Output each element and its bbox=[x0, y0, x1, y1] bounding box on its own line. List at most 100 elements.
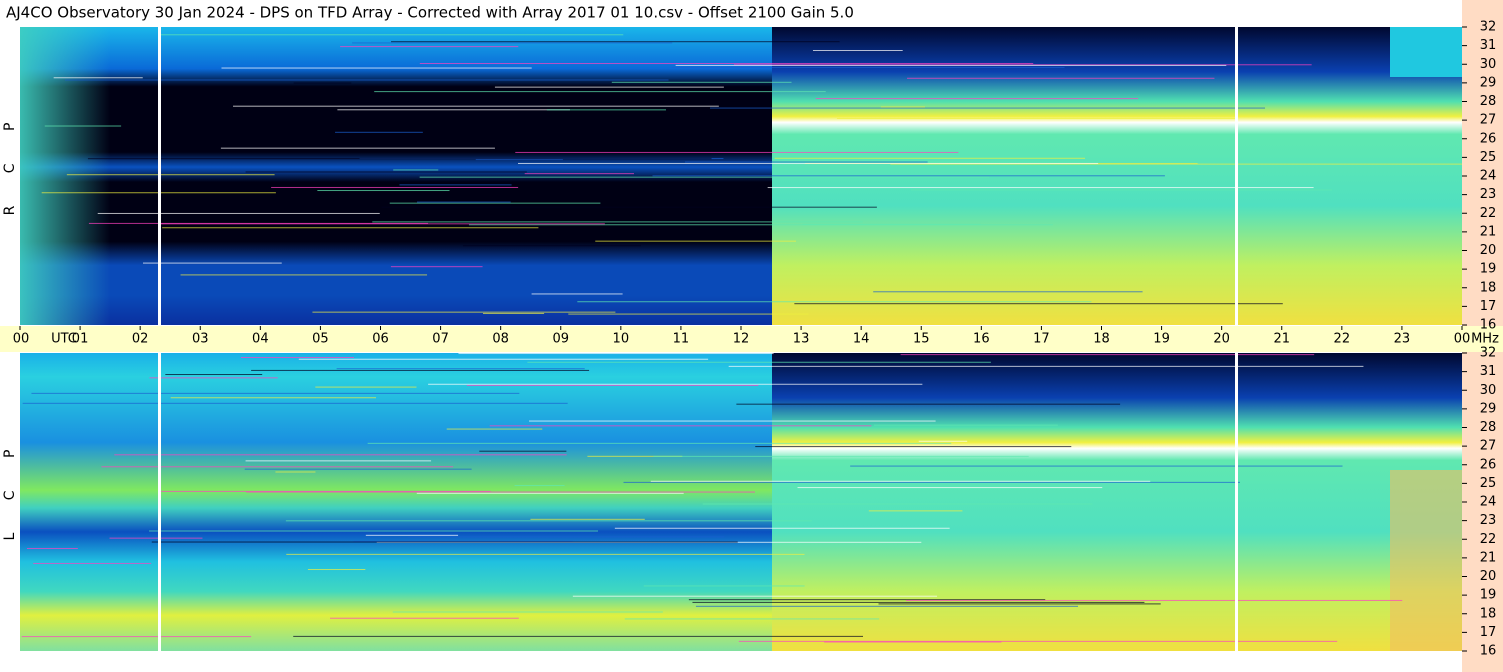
y-tick-label: 27 bbox=[1480, 113, 1497, 128]
noise-line bbox=[774, 157, 1086, 159]
gap-line bbox=[1235, 27, 1238, 325]
y-tick-label: 19 bbox=[1480, 588, 1497, 603]
noise-line bbox=[180, 274, 428, 276]
noise-line bbox=[850, 465, 1343, 467]
noise-line bbox=[873, 291, 1143, 293]
x-tick-label: 18 bbox=[1093, 332, 1110, 347]
y-tick-label: 18 bbox=[1480, 280, 1497, 295]
noise-line bbox=[372, 221, 863, 223]
noise-line bbox=[419, 176, 990, 178]
noise-line bbox=[393, 169, 439, 171]
y-tick-label: 28 bbox=[1480, 420, 1497, 435]
noise-line bbox=[22, 402, 568, 404]
noise-line bbox=[587, 455, 683, 457]
noise-line bbox=[728, 365, 1364, 367]
noise-line bbox=[815, 98, 1139, 100]
gap-line bbox=[1235, 353, 1238, 651]
noise-line bbox=[695, 605, 1079, 607]
y-tick-label: 32 bbox=[1480, 20, 1497, 35]
y-tick-label: 16 bbox=[1480, 644, 1497, 659]
noise-line bbox=[794, 303, 1283, 305]
noise-line bbox=[692, 601, 1145, 603]
x-tick-label: 20 bbox=[1213, 332, 1230, 347]
noise-line bbox=[652, 175, 1165, 177]
noise-line bbox=[458, 353, 774, 355]
y-tick-label: 22 bbox=[1480, 532, 1497, 547]
noise-line bbox=[515, 151, 959, 153]
noise-line bbox=[802, 223, 981, 225]
x-tick-label: 12 bbox=[733, 332, 750, 347]
y-tick-label: 17 bbox=[1480, 299, 1497, 314]
noise-line bbox=[390, 266, 483, 268]
y-tick-label: 27 bbox=[1480, 439, 1497, 454]
y-tick-label: 21 bbox=[1480, 550, 1497, 565]
noise-line bbox=[244, 468, 472, 470]
noise-line bbox=[158, 223, 605, 225]
noise-line bbox=[233, 105, 719, 107]
noise-line bbox=[312, 311, 616, 313]
noise-line bbox=[21, 636, 252, 638]
noise-line bbox=[391, 41, 840, 43]
noise-line bbox=[797, 487, 1103, 489]
x-tick-label: 03 bbox=[192, 332, 209, 347]
noise-line bbox=[340, 46, 519, 48]
freq-axis-corner bbox=[1462, 326, 1503, 352]
x-tick-label: 01 bbox=[72, 332, 89, 347]
y-tick-label: 23 bbox=[1480, 513, 1497, 528]
noise-line bbox=[335, 131, 423, 133]
lcp-late bbox=[1390, 470, 1462, 651]
x-tick-label: 17 bbox=[1033, 332, 1050, 347]
noise-line bbox=[285, 520, 812, 522]
y-tick-label: 17 bbox=[1480, 625, 1497, 640]
x-tick-label: 08 bbox=[492, 332, 509, 347]
noise-line bbox=[374, 91, 826, 93]
x-tick-label: 10 bbox=[613, 332, 630, 347]
x-tick-label: 23 bbox=[1394, 332, 1411, 347]
noise-line bbox=[392, 611, 663, 613]
noise-line bbox=[151, 541, 738, 543]
noise-line bbox=[836, 118, 1237, 120]
noise-line bbox=[524, 173, 634, 175]
noise-line bbox=[315, 386, 417, 388]
noise-line bbox=[568, 313, 809, 315]
noise-line bbox=[446, 428, 543, 430]
noise-line bbox=[738, 640, 1338, 642]
y-tick-label: 28 bbox=[1480, 94, 1497, 109]
rcp-late bbox=[1390, 27, 1462, 77]
y-tick-label: 19 bbox=[1480, 262, 1497, 277]
x-tick-label: 09 bbox=[552, 332, 569, 347]
x-tick-label: 19 bbox=[1153, 332, 1170, 347]
noise-line bbox=[271, 186, 519, 188]
noise-line bbox=[623, 481, 1240, 483]
noise-line bbox=[298, 358, 709, 360]
noise-line bbox=[611, 81, 792, 83]
noise-line bbox=[475, 159, 563, 161]
noise-line bbox=[33, 562, 152, 564]
noise-line bbox=[114, 454, 567, 456]
noise-line bbox=[675, 64, 1227, 66]
noise-line bbox=[44, 125, 122, 127]
noise-line bbox=[479, 450, 567, 452]
noise-line bbox=[293, 635, 864, 637]
noise-line bbox=[307, 569, 366, 571]
y-tick-label: 20 bbox=[1480, 243, 1497, 258]
y-tick-label: 30 bbox=[1480, 57, 1497, 72]
noise-line bbox=[246, 491, 755, 493]
y-tick-label: 20 bbox=[1480, 569, 1497, 584]
y-tick-label: 30 bbox=[1480, 383, 1497, 398]
noise-line bbox=[489, 425, 872, 427]
x-tick-label: 11 bbox=[673, 332, 690, 347]
y-axis-label: MHz bbox=[1471, 332, 1499, 347]
noise-line bbox=[389, 202, 601, 204]
noise-line bbox=[733, 64, 1312, 66]
noise-line bbox=[530, 518, 645, 520]
panel-label: L C P bbox=[2, 436, 18, 541]
noise-line bbox=[709, 107, 1266, 109]
y-tick-label: 24 bbox=[1480, 495, 1497, 510]
noise-line bbox=[812, 49, 903, 51]
noise-line bbox=[149, 530, 598, 532]
noise-line bbox=[494, 86, 724, 88]
noise-line bbox=[142, 262, 282, 264]
noise-line bbox=[514, 485, 565, 487]
